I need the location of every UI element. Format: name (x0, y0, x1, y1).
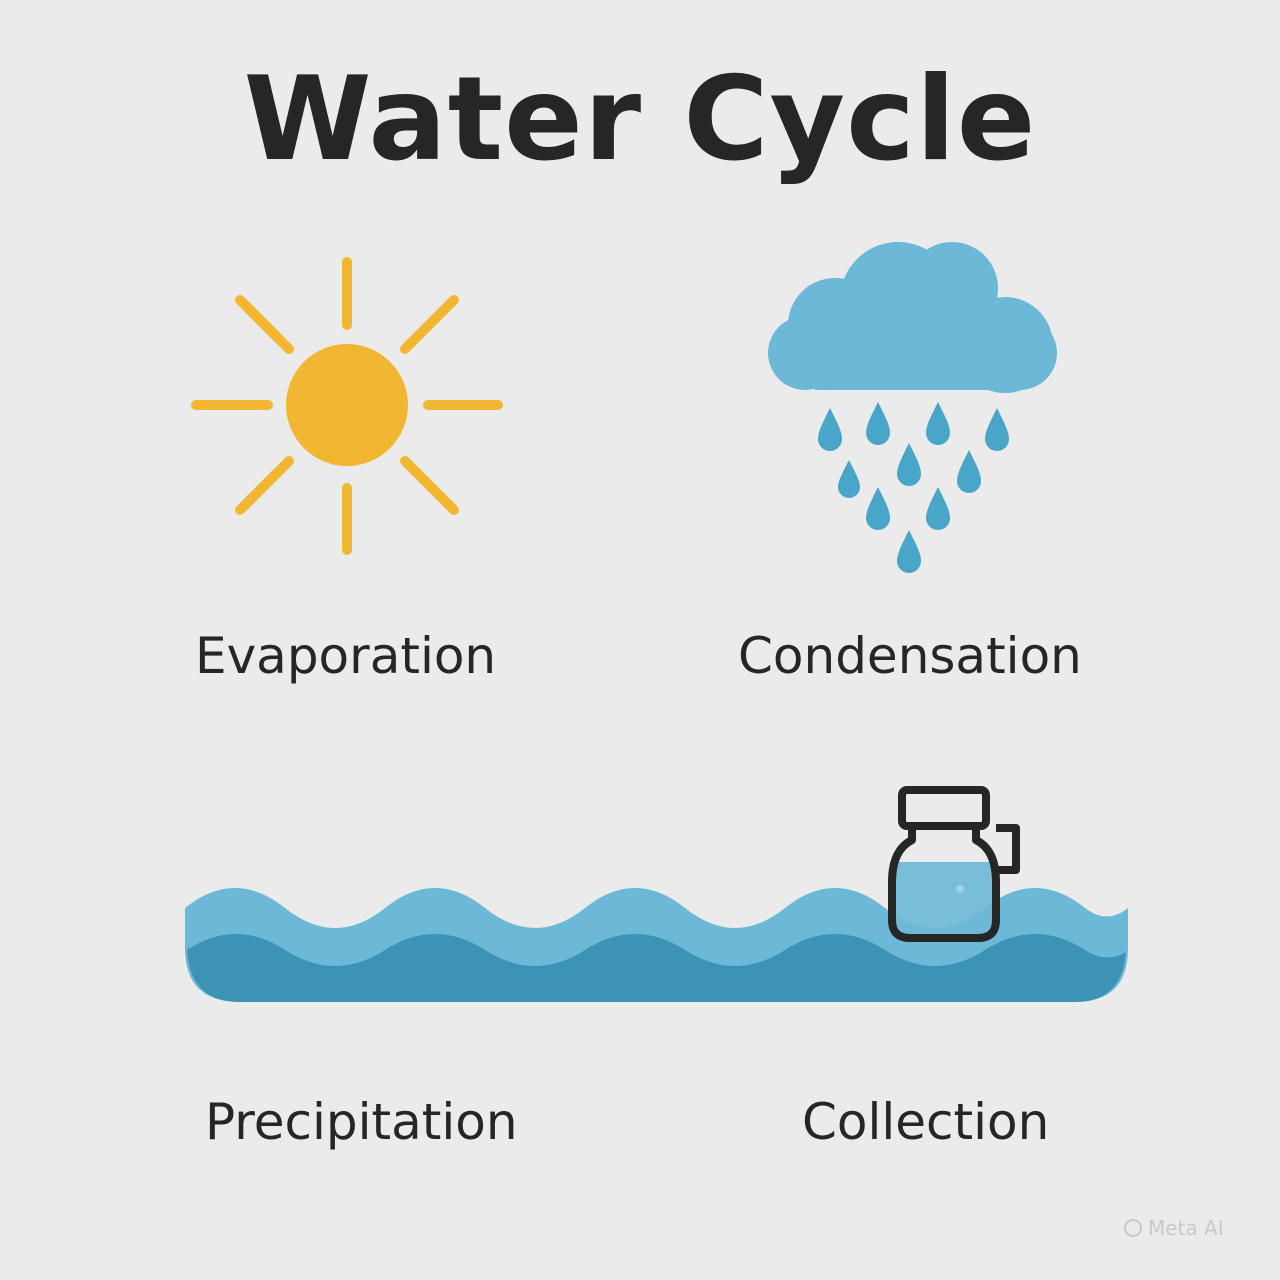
watermark-text: Meta AI (1148, 1216, 1224, 1240)
meta-ai-watermark: Meta AI (1124, 1216, 1224, 1240)
precipitation-label: Precipitation (205, 1093, 518, 1151)
sun-icon (191, 257, 503, 555)
rain-cloud-icon (768, 242, 1057, 573)
jar-icon (888, 786, 1020, 942)
meta-ai-logo-icon (1124, 1219, 1142, 1237)
page-title: Water Cycle (243, 52, 1037, 187)
raindrops (818, 402, 1009, 573)
condensation-label: Condensation (738, 627, 1082, 685)
collection-label: Collection (802, 1093, 1050, 1151)
evaporation-label: Evaporation (195, 627, 497, 685)
